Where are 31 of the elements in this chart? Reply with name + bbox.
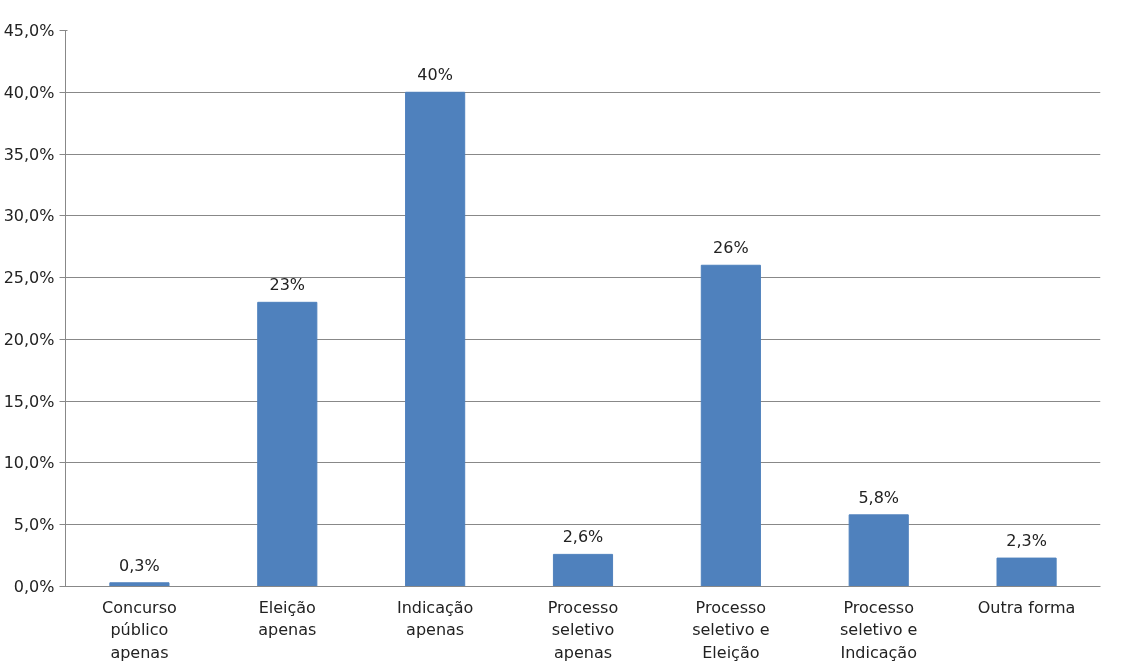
bar <box>552 553 614 587</box>
x-tick-label: Concurso público apenas <box>102 597 177 663</box>
bar <box>848 514 909 587</box>
y-tick-label: 40,0% <box>3 82 55 102</box>
y-tick-label: 30,0% <box>3 206 55 226</box>
y-tick-label: 15,0% <box>3 391 55 411</box>
y-tick-label: 45,0% <box>3 21 55 40</box>
x-tick-label: Outra forma <box>977 597 1076 617</box>
y-tick-label: 0,0% <box>13 577 55 596</box>
x-tick-label: Indicação apenas <box>396 597 474 640</box>
y-tick-label: 35,0% <box>3 144 55 164</box>
data-label: 5,8% <box>858 487 900 507</box>
x-tick-label: Processo seletivo apenas <box>547 597 619 663</box>
y-tick-label: 5,0% <box>13 515 55 535</box>
bar <box>700 264 761 587</box>
bar <box>257 301 318 587</box>
y-tick-label: 10,0% <box>3 453 55 473</box>
x-tick-label: Processo seletivo e Eleição <box>692 597 770 663</box>
y-tick-label: 20,0% <box>3 329 55 349</box>
data-label: 26% <box>713 238 749 258</box>
data-label: 40% <box>417 65 453 85</box>
bar <box>405 91 466 587</box>
x-tick-label: Eleição apenas <box>258 597 317 640</box>
data-label: 23% <box>269 275 306 295</box>
y-tick-label: 25,0% <box>3 268 55 288</box>
data-label: 2,6% <box>562 527 604 547</box>
data-label: 2,3% <box>1006 531 1047 551</box>
bar <box>996 557 1057 587</box>
x-tick-label: Processo seletivo e Indicação <box>840 597 918 663</box>
bar <box>109 582 170 587</box>
data-label: 0,3% <box>119 555 160 575</box>
